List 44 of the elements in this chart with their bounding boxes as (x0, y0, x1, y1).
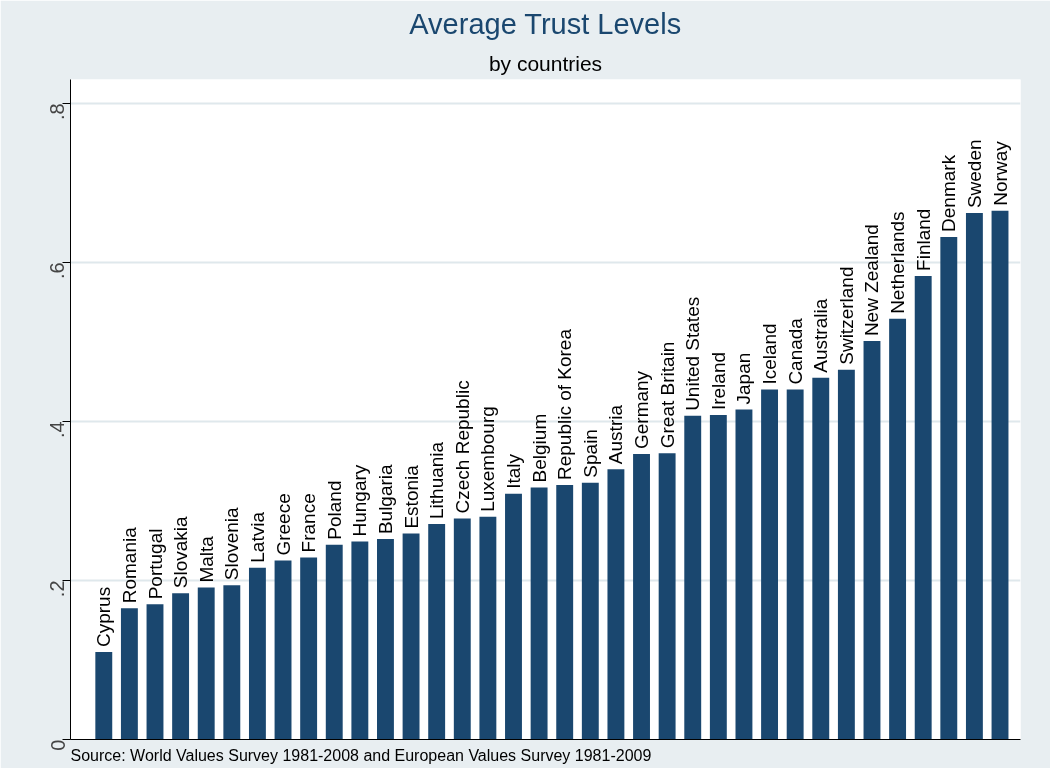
x-tick-label: Netherlands (887, 211, 909, 314)
x-tick-label: Cyprus (93, 586, 115, 648)
x-tick-label: Denmark (938, 154, 960, 232)
x-tick-label: Australia (810, 298, 832, 373)
x-tick-label: Malta (195, 535, 217, 583)
x-tick-label: Germany (631, 370, 653, 450)
x-tick-label: Bulgaria (374, 463, 396, 535)
source-note: Source: World Values Survey 1981-2008 and European Values Survey 1981-2009 (70, 746, 652, 764)
x-tick-label: Sweden (963, 139, 985, 209)
x-tick-label: Finland (912, 208, 934, 271)
x-tick-label: Romania (118, 526, 140, 604)
x-tick-label: Poland (323, 480, 345, 540)
y-tick-label: 0 (46, 739, 69, 751)
x-tick-label: Hungary (349, 464, 371, 537)
y-tick-label: .6 (46, 262, 69, 280)
x-tick-label: Slovakia (170, 515, 192, 589)
x-tick-label: Italy (502, 453, 524, 489)
x-tick-label: Luxembourg (477, 406, 499, 512)
x-tick-label: Estonia (400, 464, 422, 529)
x-tick-label: Great Britain (656, 341, 678, 449)
x-tick-label: Japan (733, 352, 755, 405)
x-tick-label: Iceland (759, 323, 781, 385)
chart-subtitle: by countries (488, 51, 603, 75)
x-tick-label: Ireland (707, 351, 729, 411)
x-tick-label: Spain (579, 429, 601, 478)
x-tick-label: Norway (989, 140, 1011, 206)
x-tick-label: Belgium (528, 413, 550, 483)
x-tick-label: United States (682, 296, 704, 411)
x-tick-label: Switzerland (835, 266, 857, 365)
chart-title: Average Trust Levels (409, 7, 682, 40)
y-tick-label: .2 (46, 580, 69, 598)
x-tick-label: Greece (272, 493, 294, 556)
x-tick-label: France (298, 493, 320, 553)
x-tick-label: Portugal (144, 528, 166, 600)
x-tick-label: Canada (784, 317, 806, 385)
x-tick-label: Lithuania (426, 441, 448, 520)
x-tick-label: Austria (605, 404, 627, 465)
x-tick-label: Latvia (246, 511, 268, 563)
x-tick-label: Slovenia (221, 506, 243, 581)
x-tick-label: New Zealand (861, 224, 883, 337)
x-tick-label: Czech Republic (451, 380, 473, 514)
y-tick-label: .8 (46, 103, 69, 121)
y-tick-label: .4 (46, 421, 69, 439)
x-tick-label: Republic of Korea (554, 328, 576, 481)
